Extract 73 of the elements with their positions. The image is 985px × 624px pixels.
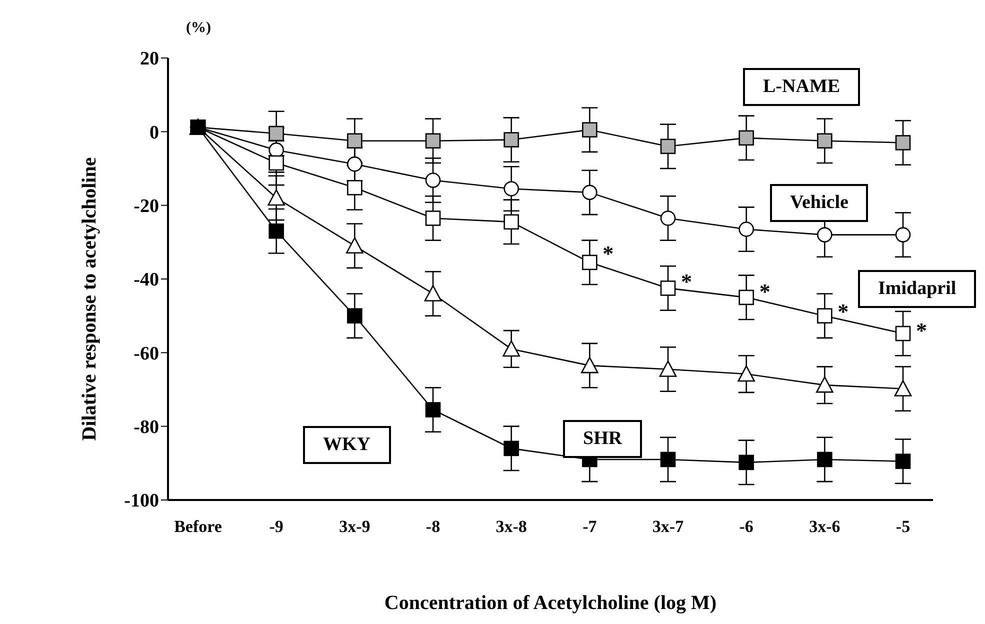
x-tick-label: 3x-6 xyxy=(809,517,840,536)
point xyxy=(817,227,832,242)
y-tick-label: -40 xyxy=(134,270,159,291)
point xyxy=(817,308,832,324)
series-label: Imidapril xyxy=(858,270,976,308)
annotation: * xyxy=(916,318,927,344)
point xyxy=(894,380,912,396)
y-tick-label: -20 xyxy=(134,196,159,218)
point xyxy=(738,222,754,237)
point xyxy=(425,172,441,188)
point xyxy=(738,454,754,470)
text: SHR xyxy=(563,420,642,458)
point xyxy=(582,254,598,270)
point xyxy=(895,227,911,242)
point xyxy=(502,340,520,357)
y-tick-label: -60 xyxy=(134,343,159,364)
annotation: * xyxy=(681,269,692,296)
point xyxy=(424,285,442,302)
point xyxy=(738,290,754,306)
point xyxy=(504,181,519,196)
annotation: * xyxy=(759,279,770,306)
series-label: L-NAME xyxy=(743,68,860,106)
y-tick-label: 0 xyxy=(150,122,159,144)
x-tick-label: Before xyxy=(174,517,222,536)
text: WKY xyxy=(303,426,390,464)
x-tick-label: -8 xyxy=(426,517,440,536)
y-axis-title: Dilative response to acetylcholine xyxy=(78,157,102,441)
point xyxy=(817,133,832,149)
x-tick-label: -9 xyxy=(269,517,284,536)
point xyxy=(268,223,284,239)
point xyxy=(895,454,911,469)
y-tick-label: -100 xyxy=(124,490,159,512)
point xyxy=(425,210,441,226)
point xyxy=(738,130,754,146)
point xyxy=(582,184,598,200)
point xyxy=(268,126,284,142)
point xyxy=(660,210,676,226)
point xyxy=(504,440,519,456)
point xyxy=(425,402,441,418)
series-label: Vehicle xyxy=(770,184,868,222)
point xyxy=(660,452,676,468)
point xyxy=(268,189,285,206)
point xyxy=(895,326,911,342)
annotation: * xyxy=(602,240,614,267)
point xyxy=(817,452,832,468)
point xyxy=(425,133,441,149)
point xyxy=(347,180,362,196)
point xyxy=(268,155,284,171)
point xyxy=(816,376,834,393)
point xyxy=(581,356,598,374)
point xyxy=(582,122,598,138)
point xyxy=(347,156,362,172)
x-tick-label: -7 xyxy=(582,517,598,536)
point xyxy=(660,280,676,296)
x-tick-label: -5 xyxy=(896,517,910,536)
y-tick-label: 20 xyxy=(140,48,159,70)
point xyxy=(504,214,519,230)
point xyxy=(660,138,676,154)
point xyxy=(347,308,362,324)
y-tick-label: -80 xyxy=(134,417,159,438)
point xyxy=(659,360,677,377)
x-tick-label: 3x-8 xyxy=(496,517,527,536)
text: (%) xyxy=(186,20,211,37)
x-tick-label: -6 xyxy=(739,517,754,536)
x-tick-label: 3x-7 xyxy=(652,517,684,536)
x-tick-label: 3x-9 xyxy=(339,517,370,536)
point xyxy=(895,135,911,150)
point xyxy=(738,365,755,382)
annotation: * xyxy=(838,299,849,326)
point xyxy=(504,132,519,148)
point xyxy=(347,133,362,149)
point xyxy=(346,237,364,254)
x-axis-title: Concentration of Acetylcholine (log M) xyxy=(383,592,718,615)
